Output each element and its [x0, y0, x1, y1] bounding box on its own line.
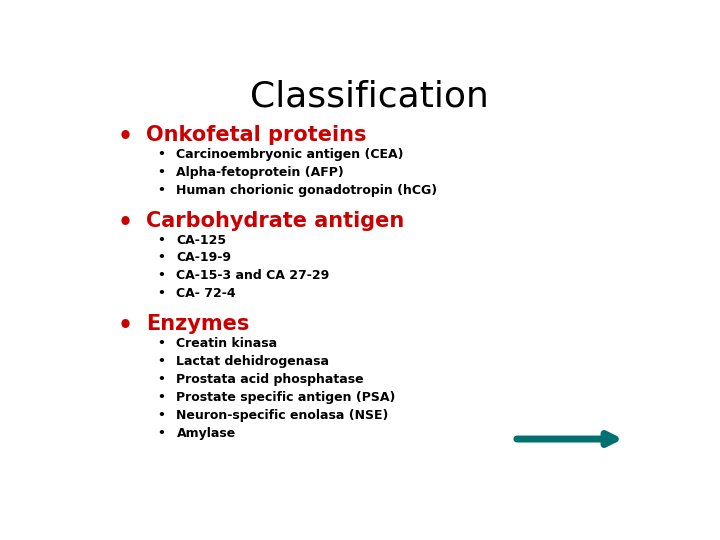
- Text: •: •: [157, 391, 165, 404]
- Text: •: •: [157, 148, 165, 161]
- Text: Creatin kinasa: Creatin kinasa: [176, 337, 278, 350]
- Text: •: •: [157, 373, 165, 386]
- Text: Onkofetal proteins: Onkofetal proteins: [145, 125, 366, 145]
- Text: •: •: [157, 234, 165, 247]
- Text: Prostate specific antigen (PSA): Prostate specific antigen (PSA): [176, 391, 396, 404]
- Text: Neuron-specific enolasa (NSE): Neuron-specific enolasa (NSE): [176, 409, 389, 422]
- Text: •: •: [157, 355, 165, 368]
- Text: •: •: [157, 252, 165, 265]
- Text: Amylase: Amylase: [176, 427, 235, 440]
- Text: •: •: [118, 125, 133, 149]
- Text: •: •: [157, 184, 165, 197]
- Text: CA- 72-4: CA- 72-4: [176, 287, 236, 300]
- Text: Alpha-fetoprotein (AFP): Alpha-fetoprotein (AFP): [176, 166, 344, 179]
- Text: Prostata acid phosphatase: Prostata acid phosphatase: [176, 373, 364, 386]
- Text: •: •: [157, 427, 165, 440]
- Text: CA-19-9: CA-19-9: [176, 252, 232, 265]
- Text: Carcinoembryonic antigen (CEA): Carcinoembryonic antigen (CEA): [176, 148, 404, 161]
- Text: •: •: [118, 211, 133, 235]
- Text: •: •: [118, 314, 133, 338]
- Text: •: •: [157, 337, 165, 350]
- Text: Carbohydrate antigen: Carbohydrate antigen: [145, 211, 404, 231]
- Text: •: •: [157, 166, 165, 179]
- Text: CA-125: CA-125: [176, 234, 227, 247]
- Text: •: •: [157, 269, 165, 282]
- Text: •: •: [157, 409, 165, 422]
- Text: Human chorionic gonadotropin (hCG): Human chorionic gonadotropin (hCG): [176, 184, 438, 197]
- Text: Classification: Classification: [250, 79, 488, 113]
- Text: •: •: [157, 287, 165, 300]
- Text: CA-15-3 and CA 27-29: CA-15-3 and CA 27-29: [176, 269, 330, 282]
- Text: Enzymes: Enzymes: [145, 314, 249, 334]
- Text: Lactat dehidrogenasa: Lactat dehidrogenasa: [176, 355, 330, 368]
